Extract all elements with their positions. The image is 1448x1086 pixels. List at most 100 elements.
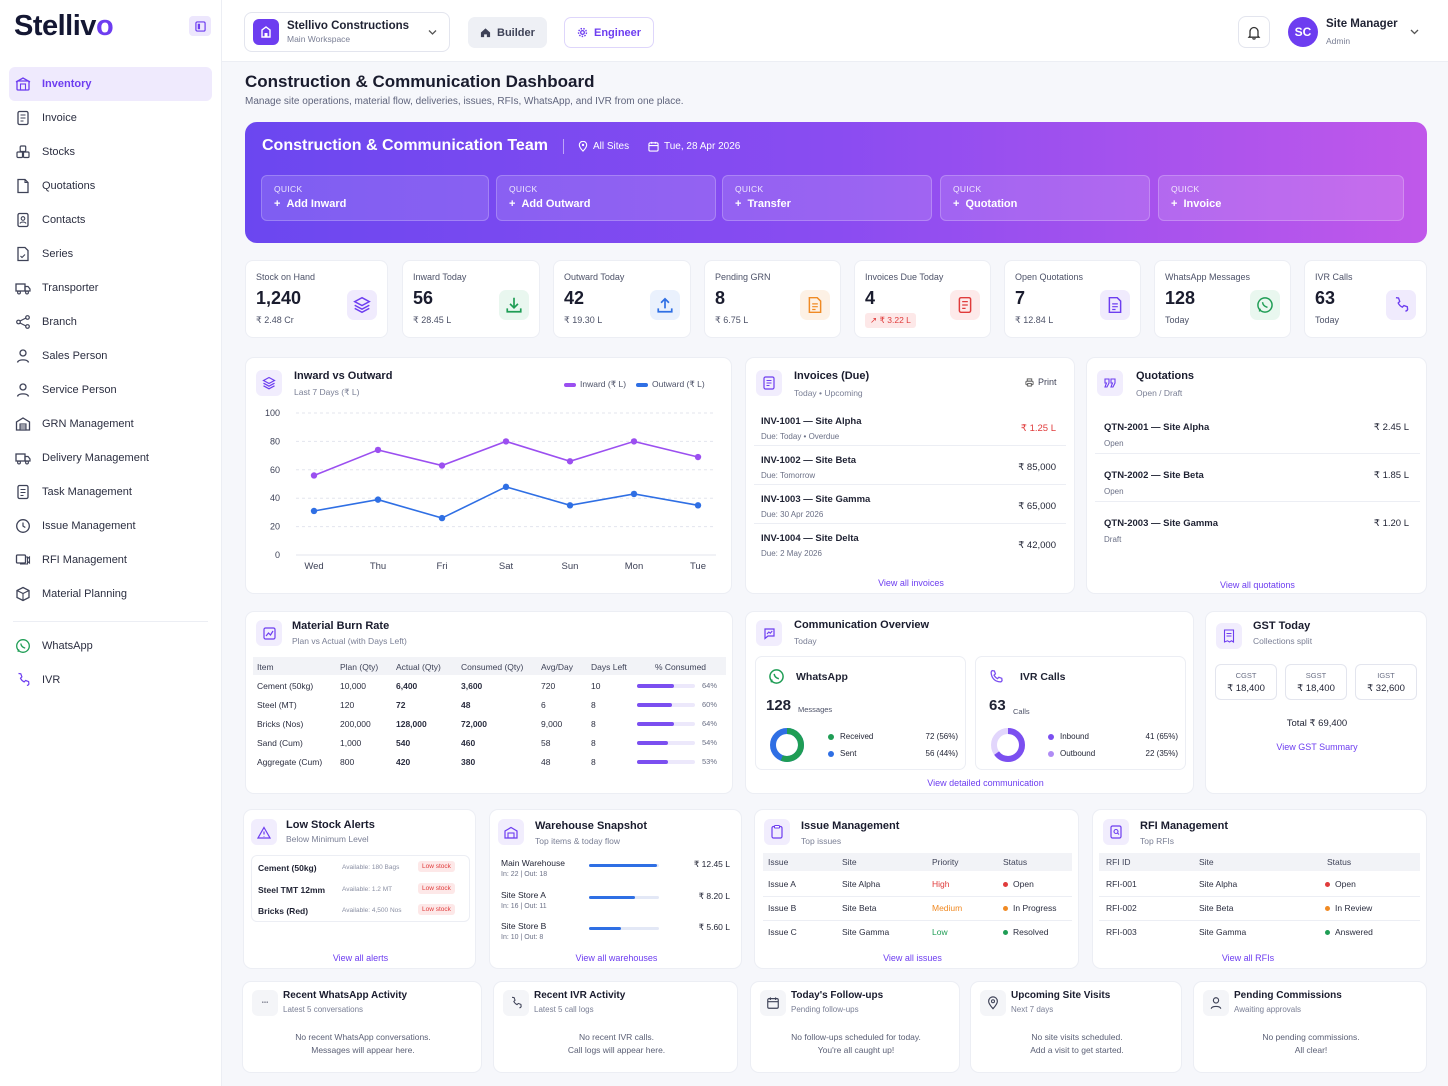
- sidebar-item-material-planning[interactable]: Material Planning: [9, 577, 212, 611]
- print-button[interactable]: Print: [1025, 377, 1057, 387]
- kpi-label: Outward Today: [564, 272, 625, 282]
- series-line-0: [313, 440, 699, 477]
- user-role: Admin: [1326, 36, 1351, 46]
- table-row[interactable]: Issue A Site Alpha High Open: [763, 875, 1072, 897]
- view-all-alerts-link[interactable]: View all alerts: [332, 953, 389, 963]
- legend-swatch: [636, 382, 649, 387]
- kpi-label: Invoices Due Today: [865, 272, 944, 282]
- kpi-value: 56: [413, 288, 434, 308]
- quick-add-inward-button[interactable]: QUICK + Add Inward: [261, 175, 489, 221]
- chevron-down-icon[interactable]: [1410, 29, 1419, 35]
- quick-action-text: Add Outward: [521, 198, 591, 210]
- list-item[interactable]: Bricks (Red) Available: 4,500 Nos Low stoc…: [252, 900, 469, 921]
- workspace-switcher[interactable]: Stellivo Constructions Main Workspace: [244, 12, 450, 52]
- sidebar-item-series[interactable]: Series: [9, 237, 212, 271]
- list-item[interactable]: INV-1002 — Site Beta Due: Tomorrow ₹ 85,00…: [754, 449, 1066, 485]
- table-cell: Issue A: [768, 879, 796, 889]
- table-row[interactable]: RFI-002 Site Beta In Review: [1099, 899, 1420, 921]
- sidebar-item-issue-management[interactable]: Issue Management: [9, 509, 212, 543]
- invoice-amount: ₹ 65,000: [1018, 501, 1056, 512]
- view-communication-link[interactable]: View detailed communication: [927, 778, 1044, 788]
- sidebar-item-transporter[interactable]: Transporter: [9, 271, 212, 305]
- view-all-invoices-link[interactable]: View all invoices: [878, 578, 944, 588]
- table-cell: Bricks (Nos): [257, 719, 304, 729]
- gst-key: IGST: [1377, 671, 1395, 680]
- person-icon: [15, 348, 42, 364]
- sidebar-item-invoice[interactable]: Invoice: [9, 101, 212, 135]
- list-item[interactable]: INV-1003 — Site Gamma Due: 30 Apr 2026 ₹ 6…: [754, 488, 1066, 524]
- kpi-sub: Today: [1165, 315, 1190, 325]
- quick-transfer-button[interactable]: QUICK + Transfer: [722, 175, 932, 221]
- kpi-sub: ₹ 12.84 L: [1015, 315, 1054, 325]
- quick-add-outward-button[interactable]: QUICK + Add Outward: [496, 175, 716, 221]
- sidebar-item-rfi-management[interactable]: RFI Management: [9, 543, 212, 577]
- sidebar-item-ivr[interactable]: IVR: [9, 663, 212, 697]
- donut-segment-primary: [770, 728, 804, 762]
- view-all-quotations-link[interactable]: View all quotations: [1220, 580, 1295, 590]
- sidebar-item-task-management[interactable]: Task Management: [9, 475, 212, 509]
- builder-button[interactable]: Builder: [468, 17, 547, 48]
- pin-icon: [980, 990, 1006, 1016]
- list-item[interactable]: QTN-2003 — Site Gamma Draft ₹ 1.20 L: [1095, 506, 1420, 550]
- sidebar-item-quotations[interactable]: Quotations: [9, 169, 212, 203]
- table-header: [763, 853, 1072, 871]
- sidebar-item-whatsapp[interactable]: WhatsApp: [9, 629, 212, 663]
- warehouse-title: Warehouse Snapshot: [535, 820, 648, 832]
- avatar[interactable]: SC: [1288, 17, 1318, 47]
- sites-filter[interactable]: All Sites: [578, 141, 629, 152]
- plus-icon: +: [735, 198, 742, 210]
- warehouse-amount: ₹ 5.60 L: [698, 922, 730, 932]
- column-header: Priority: [932, 857, 959, 867]
- sidebar-item-inventory[interactable]: Inventory: [9, 67, 212, 101]
- column-header: Site: [1199, 857, 1214, 867]
- table-row[interactable]: Issue B Site Beta Medium In Progress: [763, 899, 1072, 921]
- available-text: Available: 1.2 MT: [342, 885, 393, 893]
- quotation-amount: ₹ 2.45 L: [1373, 422, 1409, 433]
- activity-card: Pending Commissions Awaiting approvals No …: [1193, 981, 1427, 1073]
- empty-state: No site visits scheduled. Add a visit to …: [971, 1031, 1183, 1057]
- view-gst-summary-link[interactable]: View GST Summary: [1276, 742, 1358, 752]
- comm-title: Communication Overview: [794, 619, 930, 631]
- view-all-warehouses-link[interactable]: View all warehouses: [575, 953, 658, 963]
- list-item[interactable]: INV-1001 — Site Alpha Due: Today • Overdu…: [754, 410, 1066, 446]
- sidebar-item-label: Sales Person: [42, 350, 108, 362]
- notifications-button[interactable]: [1238, 16, 1270, 48]
- sidebar-item-stocks[interactable]: Stocks: [9, 135, 212, 169]
- sidebar-item-grn-management[interactable]: GRN Management: [9, 407, 212, 441]
- sidebar-item-contacts[interactable]: Contacts: [9, 203, 212, 237]
- list-item[interactable]: Steel TMT 12mm Available: 1.2 MT Low stock: [252, 879, 469, 900]
- percent-label: 64%: [702, 681, 718, 690]
- phone-icon: [990, 669, 1003, 683]
- quick-quotation-button[interactable]: QUICK + Quotation: [940, 175, 1150, 221]
- sidebar-item-label: Task Management: [42, 486, 132, 498]
- collapse-sidebar-icon[interactable]: [189, 16, 211, 36]
- table-cell: 58: [541, 738, 551, 748]
- invoice-due: Due: 2 May 2026: [761, 549, 822, 558]
- status-dot: [1003, 882, 1008, 888]
- sidebar-item-delivery-management[interactable]: Delivery Management: [9, 441, 212, 475]
- sidebar-item-branch[interactable]: Branch: [9, 305, 212, 339]
- y-tick-label: 0: [275, 550, 280, 560]
- low-stock-badge: Low stock: [418, 904, 455, 915]
- table-row[interactable]: Issue C Site Gamma Low Resolved: [763, 923, 1072, 945]
- legend-dot: [1048, 750, 1054, 757]
- engineer-button[interactable]: Engineer: [564, 17, 655, 48]
- date-filter[interactable]: Tue, 28 Apr 2026: [648, 141, 740, 152]
- user-name[interactable]: Site Manager: [1326, 18, 1398, 30]
- list-item[interactable]: Cement (50kg) Available: 180 Bags Low stoc…: [252, 857, 469, 878]
- table-cell: 9,000: [541, 719, 563, 729]
- y-tick-label: 20: [270, 522, 280, 532]
- list-item[interactable]: INV-1004 — Site Delta Due: 2 May 2026 ₹ 42…: [754, 527, 1066, 563]
- table-row[interactable]: RFI-001 Site Alpha Open: [1099, 875, 1420, 897]
- list-item[interactable]: QTN-2002 — Site Beta Open ₹ 1.85 L: [1095, 458, 1420, 502]
- sidebar-item-service-person[interactable]: Service Person: [9, 373, 212, 407]
- invoice-name: INV-1004 — Site Delta: [761, 533, 859, 544]
- status-label: In Progress: [1003, 903, 1056, 913]
- table-row[interactable]: RFI-003 Site Gamma Answered: [1099, 923, 1420, 945]
- list-item[interactable]: QTN-2001 — Site Alpha Open ₹ 2.45 L: [1095, 410, 1420, 454]
- top-bar: Stellivo Constructions Main Workspace Bu…: [222, 0, 1448, 62]
- view-all-issues-link[interactable]: View all issues: [883, 953, 942, 963]
- quick-invoice-button[interactable]: QUICK + Invoice: [1158, 175, 1404, 221]
- sidebar-item-sales-person[interactable]: Sales Person: [9, 339, 212, 373]
- view-all-rfis-link[interactable]: View all RFIs: [1221, 953, 1275, 963]
